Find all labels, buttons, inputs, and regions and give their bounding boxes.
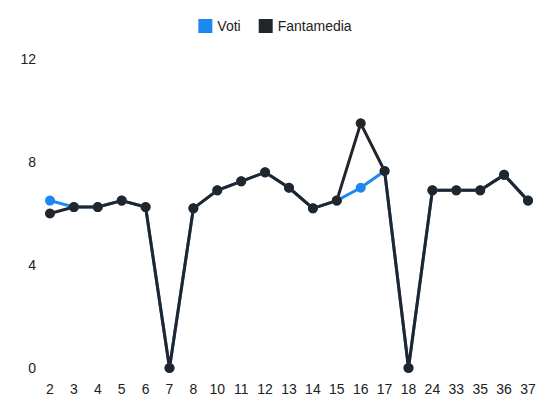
svg-text:11: 11: [234, 381, 249, 397]
svg-text:7: 7: [166, 381, 174, 397]
svg-text:Voti: Voti: [217, 18, 240, 34]
svg-text:6: 6: [142, 381, 150, 397]
svg-text:8: 8: [190, 381, 198, 397]
svg-text:36: 36: [496, 381, 512, 397]
svg-text:14: 14: [305, 381, 321, 397]
svg-text:33: 33: [449, 381, 465, 397]
svg-text:12: 12: [20, 51, 36, 67]
svg-text:2: 2: [46, 381, 54, 397]
svg-text:10: 10: [210, 381, 226, 397]
svg-text:12: 12: [257, 381, 273, 397]
svg-text:18: 18: [401, 381, 417, 397]
svg-text:17: 17: [377, 381, 393, 397]
svg-text:8: 8: [28, 154, 36, 170]
svg-text:4: 4: [94, 381, 102, 397]
svg-text:15: 15: [329, 381, 345, 397]
svg-text:3: 3: [70, 381, 78, 397]
svg-text:35: 35: [472, 381, 488, 397]
svg-text:37: 37: [520, 381, 536, 397]
svg-text:0: 0: [28, 360, 36, 376]
svg-text:4: 4: [28, 257, 36, 273]
svg-text:5: 5: [118, 381, 126, 397]
svg-text:Fantamedia: Fantamedia: [278, 18, 352, 34]
svg-text:24: 24: [425, 381, 441, 397]
svg-text:13: 13: [281, 381, 297, 397]
svg-text:16: 16: [353, 381, 369, 397]
